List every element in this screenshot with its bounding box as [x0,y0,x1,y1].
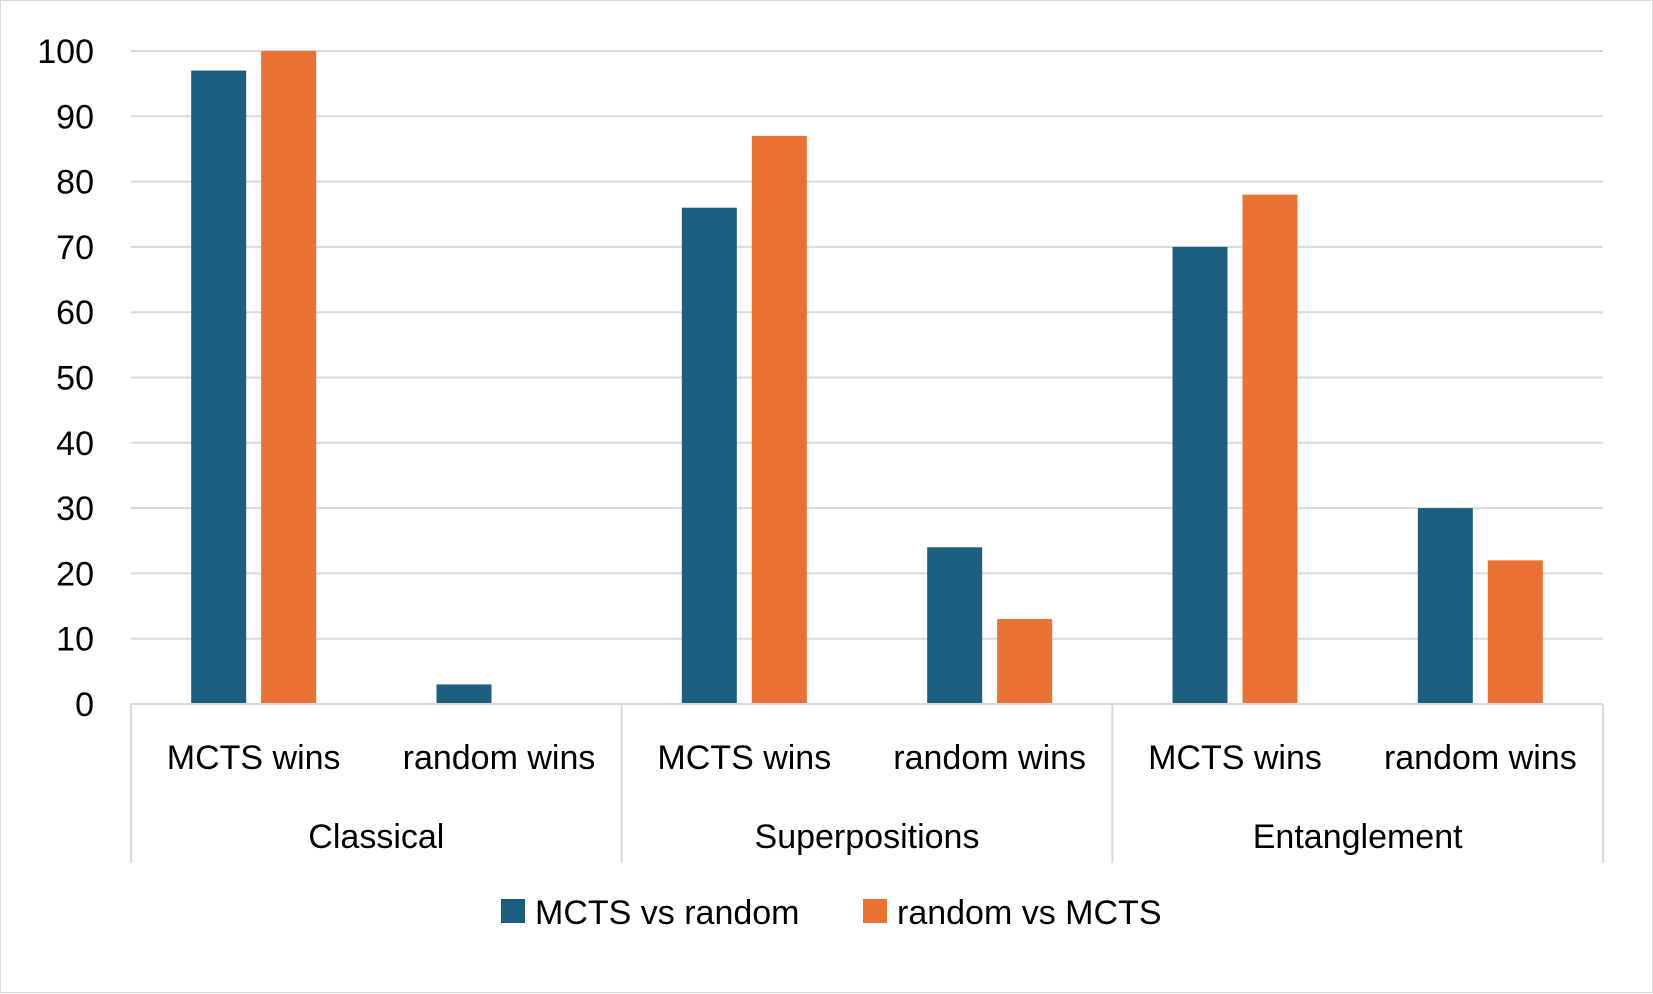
y-tick-label: 60 [56,294,94,332]
group-label: Entanglement [1253,818,1463,856]
y-axis-tick-labels: 0 10 20 30 40 50 60 70 80 90 100 [37,33,94,724]
group-label: Classical [308,818,444,856]
bar-random-vs-mcts [997,619,1053,704]
bar-random-vs-mcts [1242,194,1298,704]
x-axis [130,703,1604,863]
bar-mcts-vs-random [927,547,983,704]
legend-swatch [863,899,887,923]
bars [191,51,1543,705]
category-label: MCTS wins [1148,739,1322,777]
y-tick-label: 40 [56,425,94,463]
category-label: random wins [403,739,596,777]
legend-swatch [501,899,525,923]
y-tick-label: 0 [75,686,94,724]
legend-label: MCTS vs random [535,894,800,932]
y-tick-label: 80 [56,164,94,202]
bar-random-vs-mcts [1487,560,1543,704]
category-labels: MCTS wins random wins MCTS wins random wins… [167,739,1577,777]
bar-mcts-vs-random [681,207,737,704]
y-tick-label: 30 [56,490,94,528]
category-label: MCTS wins [657,739,831,777]
bar-mcts-vs-random [1417,508,1473,704]
category-label: MCTS wins [167,739,341,777]
legend-item: MCTS vs random [501,894,800,932]
y-tick-label: 20 [56,555,94,593]
y-tick-label: 100 [37,33,94,71]
group-labels: Classical Superpositions Entanglement [308,818,1463,856]
category-label: random wins [893,739,1086,777]
category-label: random wins [1384,739,1577,777]
legend-item: random vs MCTS [863,894,1162,932]
bar-random-vs-mcts [751,135,807,704]
bar-mcts-vs-random [1172,246,1228,704]
gridlines [131,50,1603,640]
legend: MCTS vs random random vs MCTS [501,894,1162,932]
y-tick-label: 50 [56,360,94,398]
bar-mcts-vs-random [436,684,492,704]
bar-random-vs-mcts [261,51,317,704]
bar-mcts-vs-random [191,70,247,705]
y-tick-label: 70 [56,229,94,267]
y-tick-label: 10 [56,621,94,659]
y-tick-label: 90 [56,98,94,136]
legend-label: random vs MCTS [897,894,1162,932]
group-label: Superpositions [755,818,980,856]
